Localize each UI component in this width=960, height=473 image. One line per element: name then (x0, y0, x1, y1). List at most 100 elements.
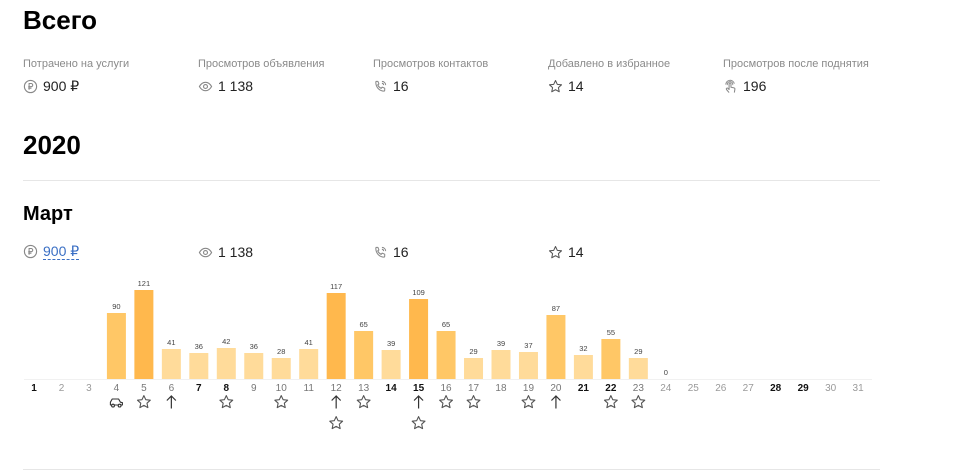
touch-icon (723, 79, 738, 94)
daily-views-chart: 1 2 39041215416367428369281041111171265133… (24, 279, 872, 430)
star-icon (274, 395, 289, 409)
stat-label: Просмотров после поднятия (723, 58, 869, 70)
chart-bar[interactable] (546, 315, 566, 379)
star-icon (631, 395, 646, 409)
month-spent-link[interactable]: 900 ₽ (43, 243, 80, 260)
chart-bar[interactable] (106, 313, 126, 379)
chart-bar[interactable] (161, 349, 181, 379)
day-tick-label: 31 (853, 383, 865, 394)
star-icon (411, 416, 426, 430)
stat-favorites: Добавлено в избранное 14 (548, 57, 670, 95)
stat-views-after-raise: Просмотров после поднятия 196 (723, 57, 869, 95)
chart-bar[interactable] (573, 355, 593, 379)
star-icon (603, 395, 618, 409)
divider (23, 180, 880, 181)
ruble-icon (23, 244, 38, 259)
bar-value-label: 41 (305, 338, 313, 347)
year-heading: 2020 (23, 130, 81, 160)
star-icon (466, 395, 481, 409)
day-tick-label: 10 (276, 383, 288, 394)
bar-value-label: 37 (524, 341, 532, 350)
day-tick-label: 17 (468, 383, 480, 394)
bar-value-label: 117 (330, 282, 342, 291)
month-spent: 900 ₽ (23, 243, 80, 260)
chart-bar[interactable] (271, 358, 291, 379)
month-favorites-value: 14 (568, 244, 584, 260)
month-contacts: 16 (373, 243, 409, 261)
bar-value-label: 36 (195, 342, 203, 351)
day-tick-label: 22 (605, 383, 617, 394)
day-tick-label: 7 (196, 383, 202, 394)
day-tick-label: 11 (304, 383, 315, 394)
stat-value: 14 (568, 78, 584, 94)
day-tick-label: 16 (440, 383, 452, 394)
day-tick-label: 21 (578, 383, 590, 394)
day-tick-label: 12 (331, 383, 343, 394)
chart-bar[interactable] (354, 331, 374, 379)
arrow-up-icon (413, 395, 424, 410)
bar-value-label: 39 (387, 339, 395, 348)
bar-value-label: 29 (469, 347, 477, 356)
bar-value-label: 36 (250, 342, 258, 351)
stat-value: 196 (743, 78, 767, 94)
day-tick-label: 25 (688, 383, 700, 394)
chart-baseline (24, 379, 872, 380)
chart-bar[interactable] (189, 353, 209, 379)
stat-views: Просмотров объявления 1 138 (198, 57, 324, 95)
chart-bar[interactable] (436, 331, 456, 379)
day-tick-label: 15 (413, 383, 425, 394)
month-views: 1 138 (198, 243, 253, 261)
star-icon (136, 395, 151, 409)
stat-value: 16 (393, 78, 409, 94)
chart-bar[interactable] (216, 348, 236, 379)
chart-bar[interactable] (518, 352, 538, 379)
arrow-up-icon (331, 395, 342, 410)
day-tick-label: 23 (633, 383, 645, 394)
phone-icon (373, 245, 388, 260)
day-tick-label: 6 (169, 383, 175, 394)
day-tick-label: 13 (358, 383, 370, 394)
stat-value: 1 138 (218, 78, 254, 94)
bar-value-label: 39 (497, 339, 505, 348)
bar-value-label: 90 (112, 302, 120, 311)
chart-bar[interactable] (326, 293, 346, 379)
day-tick-label: 4 (114, 383, 120, 394)
chart-bar[interactable] (381, 350, 401, 379)
month-views-value: 1 138 (218, 244, 254, 260)
bar-value-label: 109 (412, 288, 425, 297)
bar-value-label: 32 (579, 344, 587, 353)
chart-bar[interactable] (464, 358, 484, 379)
day-tick-label: 5 (141, 383, 147, 394)
star-icon (548, 245, 563, 260)
chart-bar[interactable] (299, 349, 319, 379)
bar-value-label: 0 (664, 368, 668, 377)
chart-bar[interactable] (491, 350, 511, 379)
chart-bar[interactable] (601, 339, 621, 379)
day-tick-label: 19 (523, 383, 535, 394)
star-icon (329, 416, 344, 430)
day-tick-label: 8 (224, 383, 230, 394)
bar-value-label: 55 (607, 328, 615, 337)
day-tick-label: 24 (660, 383, 672, 394)
chart-bar[interactable] (409, 299, 429, 379)
chart-bar[interactable] (244, 353, 264, 379)
chart-bar[interactable] (628, 358, 648, 379)
bar-value-label: 65 (442, 320, 450, 329)
day-tick-label: 30 (825, 383, 837, 394)
day-tick-label: 14 (386, 383, 398, 394)
bar-value-label: 121 (138, 279, 151, 288)
day-tick-label: 26 (715, 383, 727, 394)
eye-icon (198, 245, 213, 260)
stat-contacts: Просмотров контактов 16 (373, 57, 488, 95)
chart-bar[interactable] (134, 290, 154, 379)
day-tick-label: 2 (59, 383, 65, 394)
stat-label: Просмотров объявления (198, 58, 325, 70)
day-tick-label: 27 (743, 383, 755, 394)
star-icon (219, 395, 234, 409)
stat-label: Просмотров контактов (373, 58, 489, 70)
bar-value-label: 29 (634, 347, 642, 356)
star-icon (521, 395, 536, 409)
day-tick-label: 9 (251, 383, 257, 394)
day-tick-label: 28 (770, 383, 782, 394)
bar-value-label: 42 (222, 337, 230, 346)
